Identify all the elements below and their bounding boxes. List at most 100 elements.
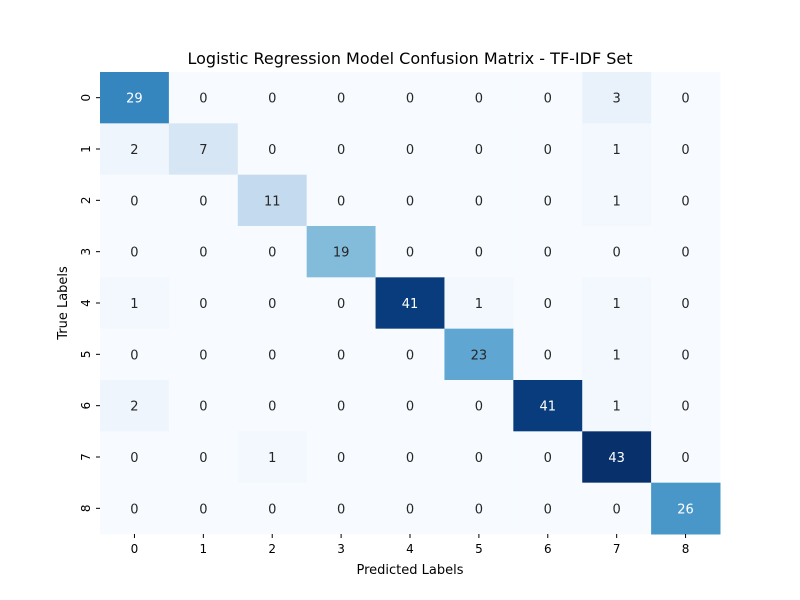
cell-value-label-r1-c8: 0 bbox=[681, 143, 689, 158]
heatmap-cell-r1-c1 bbox=[168, 123, 239, 176]
heatmap-cell-r2-c2 bbox=[237, 174, 308, 227]
cell-value-label-r7-c4: 0 bbox=[406, 451, 414, 466]
cell-value-label-r7-c1: 0 bbox=[199, 451, 207, 466]
heatmap-cell-r4-c7 bbox=[582, 277, 652, 330]
heatmap-cell-r2-c3 bbox=[306, 174, 377, 227]
heatmap-cell-r3-c4 bbox=[375, 226, 445, 278]
heatmap-cell-r0-c2 bbox=[237, 72, 308, 124]
heatmap-cell-r8-c0 bbox=[100, 482, 170, 535]
heatmap-cell-r5-c8 bbox=[651, 328, 721, 381]
y-tick-label-2: 2 bbox=[79, 197, 93, 205]
cell-value-label-r6-c8: 0 bbox=[681, 400, 689, 415]
heatmap-cell-r7-c1 bbox=[168, 431, 239, 484]
cell-value-label-r4-c8: 0 bbox=[681, 297, 689, 312]
cell-value-label-r3-c4: 0 bbox=[406, 246, 414, 261]
heatmap-cell-r5-c1 bbox=[168, 328, 239, 381]
cell-value-label-r1-c7: 1 bbox=[613, 143, 621, 158]
heatmap-cell-r3-c5 bbox=[444, 226, 514, 278]
cell-value-label-r1-c2: 0 bbox=[268, 143, 276, 158]
cell-value-label-r4-c1: 0 bbox=[199, 297, 207, 312]
heatmap-cell-r2-c8 bbox=[651, 174, 721, 227]
cell-value-label-r6-c6: 41 bbox=[540, 400, 557, 415]
cell-value-label-r2-c5: 0 bbox=[475, 194, 483, 209]
cell-value-label-r8-c3: 0 bbox=[337, 502, 345, 517]
cell-value-label-r6-c4: 0 bbox=[406, 400, 414, 415]
heatmap-value-labels: 29 0 0 0 0 0 0 3 02 7 0 0 0 0 0 1 00 0 11 0 0 0 0 1 00 0 0 19 0 0 0 0 01… bbox=[126, 92, 694, 518]
heatmap-cells bbox=[100, 72, 721, 535]
heatmap-cell-r6-c7 bbox=[582, 380, 652, 432]
cell-value-label-r7-c0: 0 bbox=[130, 451, 138, 466]
heatmap-cell-r7-c3 bbox=[306, 431, 377, 484]
cell-value-label-r8-c0: 0 bbox=[130, 502, 138, 517]
heatmap-cell-r3-c0 bbox=[100, 226, 170, 278]
heatmap-cell-r1-c6 bbox=[513, 123, 583, 176]
chart-title: Logistic Regression Model Confusion Matr… bbox=[187, 49, 632, 68]
x-axis-label: Predicted Labels bbox=[356, 563, 463, 578]
heatmap-cell-r0-c0 bbox=[100, 72, 170, 124]
cell-value-label-r5-c3: 0 bbox=[337, 348, 345, 363]
cell-value-label-r0-c8: 0 bbox=[681, 92, 689, 107]
y-tick-label-7: 7 bbox=[79, 453, 93, 461]
cell-value-label-r2-c3: 0 bbox=[337, 194, 345, 209]
heatmap-cell-r7-c8 bbox=[651, 431, 721, 484]
cell-value-label-r5-c4: 0 bbox=[406, 348, 414, 363]
heatmap-cell-r1-c2 bbox=[237, 123, 308, 176]
heatmap-cell-r2-c4 bbox=[375, 174, 445, 227]
heatmap-cell-r0-c4 bbox=[375, 72, 445, 124]
cell-value-label-r2-c1: 0 bbox=[199, 194, 207, 209]
heatmap-cell-r1-c0 bbox=[100, 123, 170, 176]
cell-value-label-r5-c5: 23 bbox=[471, 348, 488, 363]
cell-value-label-r7-c6: 0 bbox=[544, 451, 552, 466]
cell-value-label-r3-c6: 0 bbox=[544, 246, 552, 261]
heatmap-cell-r0-c6 bbox=[513, 72, 583, 124]
heatmap-cell-r8-c2 bbox=[237, 482, 308, 535]
cell-value-label-r0-c7: 3 bbox=[613, 92, 621, 107]
cell-value-label-r8-c2: 0 bbox=[268, 502, 276, 517]
cell-value-label-r3-c2: 0 bbox=[268, 246, 276, 261]
heatmap-cell-r6-c2 bbox=[237, 380, 308, 432]
cell-value-label-r5-c1: 0 bbox=[199, 348, 207, 363]
x-tick-label-7: 7 bbox=[613, 542, 621, 556]
cell-value-label-r7-c8: 0 bbox=[681, 451, 689, 466]
heatmap-cell-r1-c4 bbox=[375, 123, 445, 176]
cell-value-label-r5-c8: 0 bbox=[681, 348, 689, 363]
cell-value-label-r3-c1: 0 bbox=[199, 246, 207, 261]
heatmap-cell-r1-c3 bbox=[306, 123, 377, 176]
heatmap-cell-r4-c1 bbox=[168, 277, 239, 330]
cell-value-label-r6-c3: 0 bbox=[337, 400, 345, 415]
y-tick-label-5: 5 bbox=[79, 351, 93, 359]
cell-value-label-r7-c5: 0 bbox=[475, 451, 483, 466]
x-tick-label-0: 0 bbox=[131, 542, 139, 556]
cell-value-label-r2-c2: 11 bbox=[264, 194, 281, 209]
cell-value-label-r4-c5: 1 bbox=[475, 297, 483, 312]
heatmap-cell-r5-c4 bbox=[375, 328, 445, 381]
heatmap-cell-r3-c2 bbox=[237, 226, 308, 278]
cell-value-label-r8-c1: 0 bbox=[199, 502, 207, 517]
x-tick-label-2: 2 bbox=[268, 542, 276, 556]
y-tick-label-1: 1 bbox=[79, 145, 93, 153]
cell-value-label-r1-c5: 0 bbox=[475, 143, 483, 158]
cell-value-label-r8-c8: 26 bbox=[677, 502, 694, 517]
heatmap-cell-r8-c7 bbox=[582, 482, 652, 535]
heatmap-cell-r6-c5 bbox=[444, 380, 514, 432]
cell-value-label-r6-c1: 0 bbox=[199, 400, 207, 415]
x-tick-label-4: 4 bbox=[406, 542, 414, 556]
cell-value-label-r6-c2: 0 bbox=[268, 400, 276, 415]
heatmap-cell-r5-c5 bbox=[444, 328, 514, 381]
cell-value-label-r3-c0: 0 bbox=[130, 246, 138, 261]
heatmap-cell-r4-c4 bbox=[375, 277, 445, 330]
cell-value-label-r4-c6: 0 bbox=[544, 297, 552, 312]
heatmap-cell-r8-c4 bbox=[375, 482, 445, 535]
cell-value-label-r2-c7: 1 bbox=[613, 194, 621, 209]
x-tick-label-1: 1 bbox=[200, 542, 208, 556]
heatmap-cell-r2-c1 bbox=[168, 174, 239, 227]
heatmap-cell-r5-c6 bbox=[513, 328, 583, 381]
heatmap-cell-r2-c0 bbox=[100, 174, 170, 227]
cell-value-label-r5-c0: 0 bbox=[130, 348, 138, 363]
heatmap-cell-r3-c3 bbox=[306, 226, 377, 278]
cell-value-label-r3-c5: 0 bbox=[475, 246, 483, 261]
cell-value-label-r5-c7: 1 bbox=[613, 348, 621, 363]
heatmap-cell-r5-c2 bbox=[237, 328, 308, 381]
cell-value-label-r4-c4: 41 bbox=[402, 297, 419, 312]
heatmap-cell-r2-c5 bbox=[444, 174, 514, 227]
